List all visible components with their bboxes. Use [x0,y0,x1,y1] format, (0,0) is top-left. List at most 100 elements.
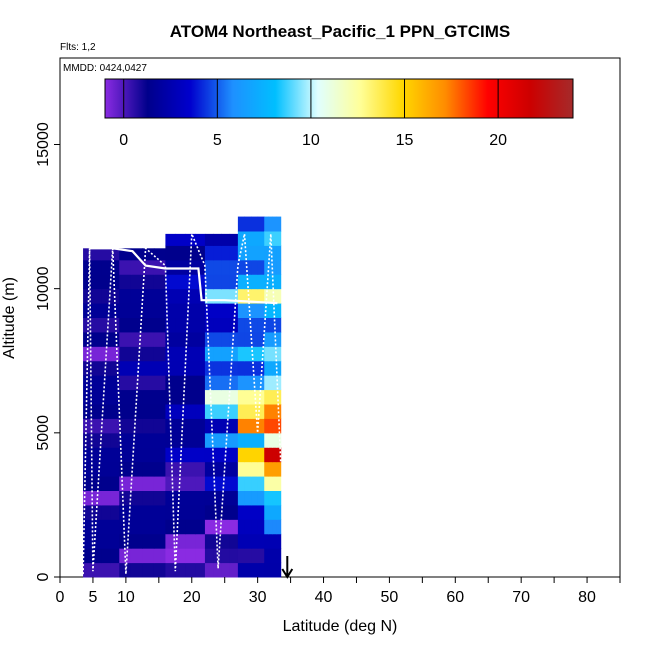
heatmap-cell [153,404,166,419]
heatmap-cell [185,245,196,261]
heatmap-cell [229,418,239,434]
heatmap-cell [221,233,231,246]
heatmap-cell [251,360,259,376]
heatmap-cell [101,533,111,549]
heatmap-cell [257,331,265,347]
heatmap-cell [268,303,273,318]
heatmap-cell [175,490,186,506]
heatmap-cell [268,245,273,261]
heatmap-cell [264,360,269,376]
heatmap-cell [119,288,132,304]
heatmap-cell [229,233,239,246]
heatmap-cell [213,504,222,520]
heatmap-cell [276,317,282,333]
heatmap-cell [101,303,111,318]
heatmap-cell [142,519,155,535]
heatmap-cell [272,490,278,506]
heatmap-cell [251,476,259,491]
heatmap-cell [153,346,166,362]
heatmap-cell [244,303,252,318]
flight-track-line [82,233,282,575]
heatmap-cell [257,245,265,261]
heatmap-cell [92,331,102,347]
heatmap-cell [83,404,93,419]
heatmap-cell [153,476,166,491]
heatmap-cell [251,418,259,434]
heatmap-cell [204,389,214,405]
heatmap-cell [213,447,222,463]
heatmap-cell [153,461,166,477]
heatmap-cell [272,216,278,232]
heatmap-cell [83,490,93,506]
heatmap-cell [257,504,265,520]
heatmap-cell [229,432,239,448]
heatmap-cell [130,490,143,506]
heatmap-cell [165,418,176,434]
heatmap-cell [251,245,259,261]
heatmap-cell [213,548,222,564]
heatmap-cell [175,360,186,376]
colorbar-tick-label: 10 [302,132,320,149]
heatmap-cell [204,562,214,578]
heatmap-cell [251,519,259,535]
heatmap-cell [130,389,143,405]
heatmap-cell [251,461,259,477]
heatmap-cell [204,548,214,564]
heatmap-cell [204,432,214,448]
heatmap-cell [251,331,259,347]
heatmap-cell [264,476,269,491]
heatmap-cell [213,288,222,304]
heatmap-cell [83,375,93,391]
heatmap-cell [264,245,269,261]
heatmap-cell [153,519,166,535]
heatmap-cell [185,519,196,535]
heatmap-cell [175,476,186,491]
heatmap-cell [237,519,245,535]
heatmap-cell [237,418,245,434]
heatmap-cell [130,360,143,376]
heatmap-cell [276,432,282,448]
heatmap-cell [130,461,143,477]
heatmap-cell [165,533,176,549]
y-tick-label: 0 [35,572,52,581]
heatmap-cell [83,331,93,347]
heatmap-cell [110,248,120,261]
heatmap-cell [195,259,206,275]
heatmap-cell [195,375,206,391]
heatmap-cell [213,432,222,448]
heatmap-cell [130,476,143,491]
x-tick-label: 70 [512,589,530,606]
heatmap-cell [276,346,282,362]
heatmap-cell [264,259,269,275]
heatmap-cell [272,288,278,304]
heatmap-cell [110,274,120,290]
heatmap-cells [83,216,282,578]
heatmap-cell [101,331,111,347]
heatmap-cell [83,476,93,491]
heatmap-cell [268,461,273,477]
heatmap-cell [276,259,282,275]
heatmap-cell [185,375,196,391]
heatmap-cell [110,346,120,362]
heatmap-cell [83,447,93,463]
heatmap-cell [244,404,252,419]
heatmap-cell [213,461,222,477]
heatmap-cell [272,231,278,246]
x-tick-label: 10 [117,589,135,606]
heatmap-cell [92,447,102,463]
heatmap-cell [153,418,166,434]
y-tick-label: 10000 [35,266,52,311]
heatmap-cell [204,404,214,419]
heatmap-cell [237,245,245,261]
heatmap-cell [264,274,269,290]
heatmap-cell [195,418,206,434]
mmdd-label: MMDD: 0424,0427 [63,63,147,74]
heatmap-cell [185,418,196,434]
heatmap-cell [264,461,269,477]
heatmap-cell [204,331,214,347]
heatmap-cell [264,231,269,246]
heatmap-cell [83,504,93,520]
heatmap-cell [83,303,93,318]
heatmap-cell [101,346,111,362]
heatmap-cell [195,548,206,564]
